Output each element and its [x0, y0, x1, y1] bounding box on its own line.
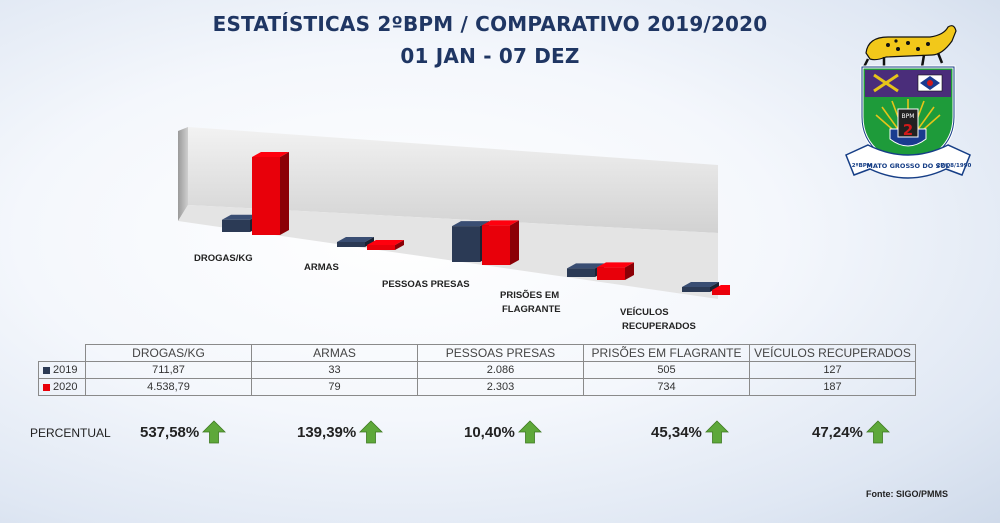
bar-top [682, 282, 719, 287]
bar-chart-3d: DROGAS/KG ARMAS PESSOAS PRESAS PRISÕES EM FL… [178, 127, 730, 332]
bar-top [567, 263, 604, 269]
svg-text:27/08/1990: 27/08/1990 [937, 163, 972, 169]
percentual-label: PERCENTUAL [30, 426, 111, 440]
bar-side [625, 262, 634, 280]
table-header-cell: VEÍCULOS RECUPERADOS [749, 344, 916, 362]
percentual-item: 10,40% [464, 418, 542, 446]
percentual-item: 537,58% [140, 418, 227, 446]
table-header-cell: DROGAS/KG [85, 344, 252, 362]
bar-front [712, 290, 730, 295]
table-row: 2020 4.538,79 79 2.303 734 187 [38, 378, 916, 396]
bar-2020-0 [252, 152, 289, 235]
bar-2019-1 [337, 237, 374, 247]
bar-top [252, 152, 289, 157]
bar-top [337, 237, 374, 242]
bar-side [395, 240, 404, 250]
svg-text:BPM: BPM [902, 113, 915, 120]
category-label: DROGAS/KG [194, 253, 253, 264]
table-cell: 711,87 [85, 361, 252, 379]
bar-front [222, 219, 250, 232]
bar-side [280, 152, 289, 235]
bar-2019-4 [682, 282, 719, 292]
data-table: DROGAS/KG ARMAS PESSOAS PRESAS PRISÕES E… [38, 344, 916, 396]
table-cell: 734 [583, 378, 750, 396]
jaguar-icon [862, 25, 957, 68]
bar-top [452, 221, 489, 227]
percentual-item: 139,39% [297, 418, 384, 446]
row-label-2020: 2020 [38, 378, 86, 396]
svg-text:2: 2 [903, 121, 913, 139]
table-cell: 187 [749, 378, 916, 396]
page-subtitle: 01 JAN - 07 DEZ [400, 44, 580, 68]
bar-top [367, 240, 404, 245]
legend-swatch-2020 [43, 383, 50, 391]
legend-swatch-2019 [43, 366, 50, 374]
bar-top [597, 262, 634, 268]
table-cell: 2.303 [417, 378, 584, 396]
bar-front [482, 225, 510, 265]
percentual-item: 45,34% [651, 418, 729, 446]
table-header-cell: ARMAS [251, 344, 418, 362]
chart-side-wall [178, 127, 188, 221]
table-header-row: DROGAS/KG ARMAS PESSOAS PRESAS PRISÕES E… [39, 344, 916, 362]
bar-side [365, 237, 374, 247]
chart-back-wall [188, 127, 718, 233]
table-cell: 33 [251, 361, 418, 379]
category-label: VEÍCULOS RECUPERADOS [620, 307, 696, 332]
table-row: 2019 711,87 33 2.086 505 127 [38, 361, 916, 379]
percentual-item: 47,24% [812, 418, 890, 446]
table-header-cell: PESSOAS PRESAS [417, 344, 584, 362]
bar-top [712, 285, 730, 290]
bar-top [482, 220, 519, 226]
table-cell: 4.538,79 [85, 378, 252, 396]
table-cell: 127 [749, 361, 916, 379]
bar-2020-2 [482, 220, 519, 265]
green-up-arrow-icon [704, 420, 729, 444]
percentual-value: 537,58% [140, 423, 200, 441]
bar-front [452, 226, 480, 262]
bar-2020-4 [712, 285, 730, 295]
bar-front [337, 242, 365, 247]
battalion-emblem-icon: BPM 2 MATO GROSSO DO SUL 2ºBPM 27/08/199… [845, 25, 972, 179]
table-header-cell: PRISÕES EM FLAGRANTE [583, 344, 750, 362]
row-label-2019: 2019 [38, 361, 86, 379]
svg-text:MATO GROSSO DO SUL: MATO GROSSO DO SUL [866, 162, 949, 170]
green-up-arrow-icon [359, 420, 384, 444]
series-name: 2019 [53, 364, 78, 376]
percentual-value: 47,24% [812, 423, 863, 441]
category-label: PRISÕES EM FLAGRANTE [500, 290, 561, 315]
percentual-value: 10,40% [464, 423, 515, 441]
bar-front [597, 267, 625, 280]
percentual-row: PERCENTUAL 537,58% 139,39% 10,40% 45,34%… [0, 418, 1000, 448]
page-title: ESTATÍSTICAS 2ºBPM / COMPARATIVO 2019/20… [212, 12, 768, 36]
percentual-value: 45,34% [651, 423, 702, 441]
series-name: 2020 [53, 381, 78, 393]
bar-front [567, 268, 595, 277]
bar-side [510, 220, 519, 265]
bar-front [367, 245, 395, 250]
category-label: ARMAS [304, 262, 339, 273]
table-cell: 2.086 [417, 361, 584, 379]
table-cell: 505 [583, 361, 750, 379]
bar-2020-3 [597, 262, 634, 280]
green-up-arrow-icon [865, 420, 890, 444]
bar-side [710, 282, 719, 292]
source-note: Fonte: SIGO/PMMS [866, 489, 948, 499]
svg-text:2ºBPM: 2ºBPM [852, 162, 873, 169]
bar-top [222, 214, 259, 220]
bar-front [682, 287, 710, 292]
percentual-value: 139,39% [297, 423, 357, 441]
bar-front [252, 157, 280, 235]
table-cell: 79 [251, 378, 418, 396]
green-up-arrow-icon [517, 420, 542, 444]
green-up-arrow-icon [202, 420, 227, 444]
category-label: PESSOAS PRESAS [382, 279, 470, 290]
bar-2020-1 [367, 240, 404, 250]
